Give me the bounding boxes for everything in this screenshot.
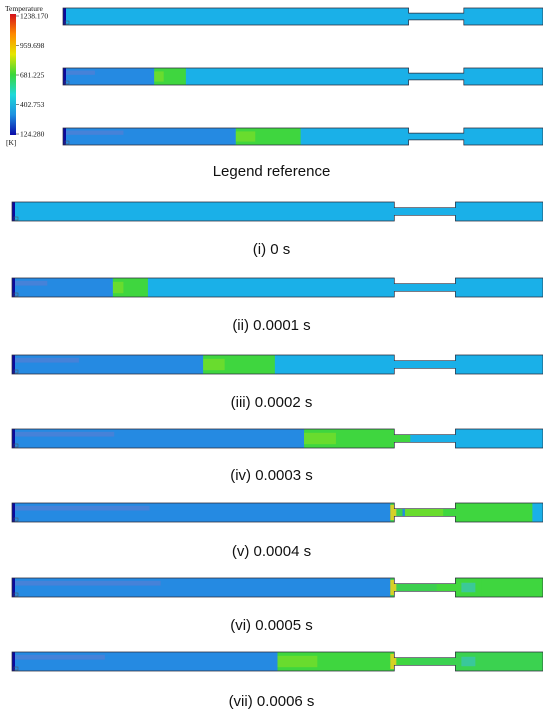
hot-front-leading-edge — [203, 358, 225, 371]
time-step-caption: (vi) 0.0005 s — [230, 617, 313, 634]
legend-reference-caption: Legend reference — [212, 163, 331, 180]
channel-outline — [11, 577, 543, 598]
legend-tick-label: 959.698 — [20, 41, 45, 50]
time-step-caption: (ii) 0.0001 s — [232, 317, 311, 334]
reference-channel — [62, 127, 543, 146]
time-step-channel — [11, 577, 543, 598]
legend-reference-panel — [62, 7, 543, 146]
corner-marker — [13, 517, 19, 522]
inlet-wall — [12, 429, 15, 448]
inlet-wall — [12, 578, 15, 597]
constriction-hotspot — [390, 504, 397, 521]
hot-front-region — [203, 355, 275, 374]
time-step-channel — [11, 502, 543, 523]
time-step-channel — [11, 354, 543, 375]
inlet-wall — [63, 68, 66, 85]
channel-outline — [62, 67, 543, 86]
channel-outline — [11, 651, 543, 672]
hot-front-leading-edge — [112, 281, 124, 294]
inlet-jet-streak — [12, 280, 48, 286]
legend-tick-label: 681.225 — [20, 71, 45, 80]
hot-front-leading-edge — [154, 71, 164, 82]
time-step-channel — [11, 651, 543, 672]
reference-channel — [62, 7, 543, 26]
time-step-caption: (iv) 0.0003 s — [230, 467, 313, 484]
corner-marker — [64, 20, 70, 25]
inlet-wall — [12, 202, 15, 221]
inlet-wall — [12, 652, 15, 671]
hot-front-leading-edge — [404, 506, 444, 519]
corner-marker — [13, 216, 19, 221]
time-step-caption: (vii) 0.0006 s — [228, 693, 315, 710]
corner-marker — [13, 666, 19, 671]
legend-title: Temperature — [5, 4, 43, 13]
legend-tick-label: 402.753 — [20, 100, 45, 109]
inlet-jet-streak — [12, 654, 105, 660]
hot-front-leading-edge — [277, 655, 318, 668]
inlet-jet-streak — [12, 357, 79, 363]
reference-channel — [62, 67, 543, 86]
inlet-jet-streak — [12, 431, 115, 437]
inlet-wall — [12, 355, 15, 374]
inlet-wall — [12, 503, 15, 522]
inlet-wall — [12, 278, 15, 297]
channel-outline — [11, 354, 543, 375]
corner-marker — [13, 292, 19, 297]
constriction-hotspot — [390, 653, 397, 670]
channel-outline — [11, 277, 543, 298]
time-step-channel — [11, 428, 543, 449]
channel-outline — [62, 127, 543, 146]
corner-marker — [64, 140, 70, 145]
channel-outline — [11, 428, 543, 449]
corner-marker — [13, 443, 19, 448]
inlet-jet-streak — [12, 505, 150, 511]
hot-front-leading-edge — [235, 131, 256, 142]
fluid-base-region — [63, 8, 543, 25]
inlet-jet-streak — [63, 130, 124, 135]
time-step-caption: (v) 0.0004 s — [231, 543, 312, 560]
legend-tick-label: 124.280 — [20, 130, 45, 139]
channel-outline — [11, 502, 543, 523]
hot-front-region — [235, 128, 301, 145]
time-step-caption: (iii) 0.0002 s — [230, 394, 313, 411]
inlet-wall — [63, 8, 66, 25]
inlet-jet-streak — [63, 70, 95, 75]
time-series-panels — [11, 201, 543, 672]
inlet-wall — [63, 128, 66, 145]
channel-outline — [11, 201, 543, 222]
corner-marker — [13, 369, 19, 374]
corner-marker — [13, 592, 19, 597]
hot-front-region — [304, 429, 411, 448]
hot-front-region — [277, 652, 411, 671]
time-step-channel — [11, 201, 543, 222]
legend-tick-label: 1238.170 — [20, 12, 48, 21]
hot-front-region — [154, 68, 186, 85]
fluid-base-region — [12, 202, 543, 221]
outlet-mixing-region — [461, 656, 476, 667]
time-step-channel — [11, 277, 543, 298]
time-step-caption: (i) 0 s — [252, 241, 291, 258]
legend-unit: [K] — [6, 138, 16, 147]
inlet-jet-streak — [12, 580, 161, 586]
legend-color-bar — [10, 14, 16, 135]
channel-outline — [62, 7, 543, 26]
hot-front-leading-edge — [304, 432, 336, 445]
hot-front-region — [112, 278, 148, 297]
constriction-hotspot — [390, 579, 397, 596]
corner-marker — [64, 80, 70, 85]
outlet-mixing-region — [461, 582, 476, 593]
